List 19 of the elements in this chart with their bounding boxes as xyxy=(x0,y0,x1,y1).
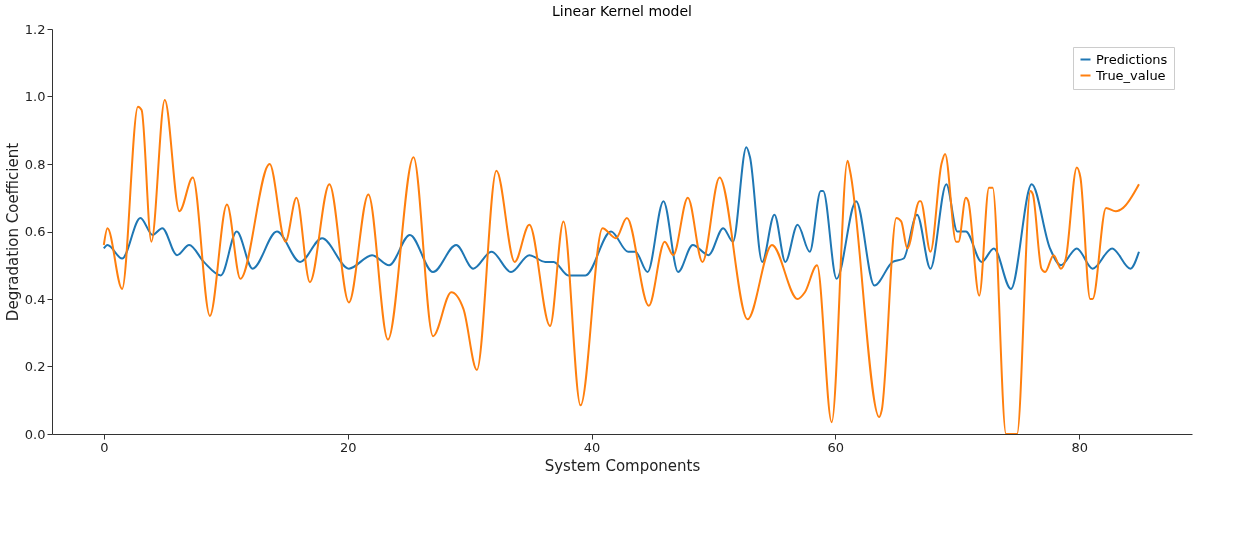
y-tick-label: 1.0 xyxy=(24,89,46,104)
chart-title: Linear Kernel model xyxy=(552,3,692,19)
y-tick-label: 0.6 xyxy=(24,224,46,239)
line-series xyxy=(102,98,1140,434)
y-axis-title: Degradation Coefficient xyxy=(3,142,22,322)
line-series xyxy=(102,146,1140,290)
y-tick-label: 0.2 xyxy=(24,359,46,374)
x-tick-label: 40 xyxy=(583,439,601,455)
x-tick-label: 60 xyxy=(827,439,845,455)
y-tick-label: 0.4 xyxy=(24,291,46,307)
y-tick-label: 0.0 xyxy=(24,426,46,442)
x-axis-title: System Components xyxy=(544,456,701,475)
x-tick-label: 20 xyxy=(339,439,357,455)
x-tick-label: 0 xyxy=(100,439,109,455)
y-tick-label: 1.2 xyxy=(24,21,46,37)
y-tick-label: 0.8 xyxy=(24,156,46,172)
legend-label: Predictions xyxy=(1096,51,1168,67)
x-tick-label: 80 xyxy=(1071,439,1088,455)
legend-label: True_value xyxy=(1095,67,1166,83)
